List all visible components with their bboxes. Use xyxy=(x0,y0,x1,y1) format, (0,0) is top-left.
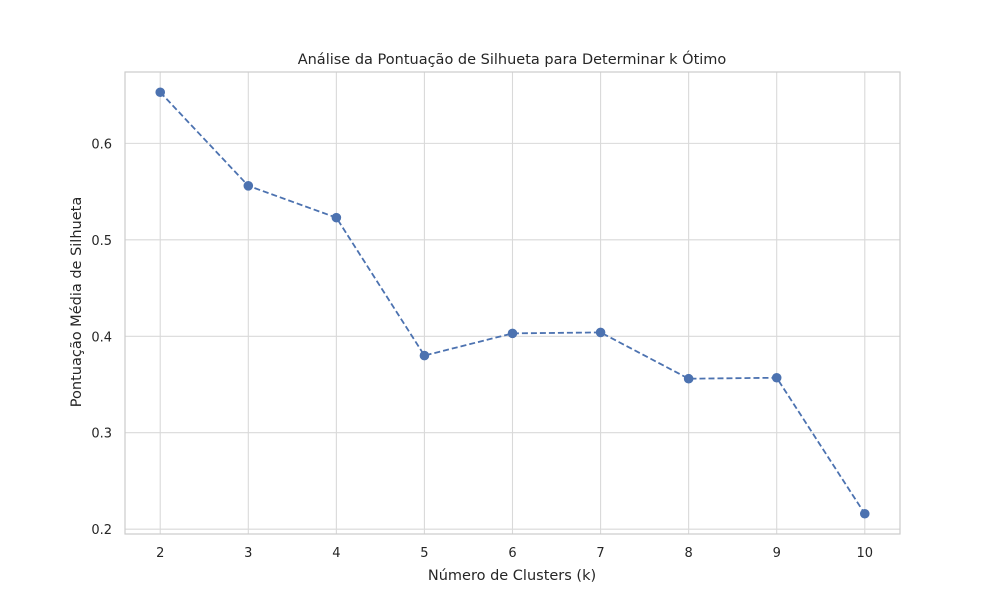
x-tick-label: 6 xyxy=(508,546,516,561)
x-tick-label: 10 xyxy=(856,546,873,561)
data-point xyxy=(683,373,694,384)
data-point xyxy=(507,328,518,339)
y-axis-label: Pontuação Média de Silhueta xyxy=(69,197,85,407)
data-point xyxy=(331,212,342,223)
x-axis-ticks: 2 3 4 5 6 7 8 9 10 xyxy=(156,546,873,561)
grid xyxy=(125,72,900,534)
x-tick-label: 9 xyxy=(773,546,781,561)
x-axis-label: Número de Clusters (k) xyxy=(428,568,596,584)
data-point xyxy=(419,350,430,361)
x-tick-label: 7 xyxy=(596,546,604,561)
y-axis-ticks: 0.2 0.3 0.4 0.5 0.6 xyxy=(91,137,112,538)
x-tick-label: 2 xyxy=(156,546,164,561)
chart-title: Análise da Pontuação de Silhueta para De… xyxy=(298,50,727,68)
data-point xyxy=(243,181,254,191)
y-tick-label: 0.4 xyxy=(91,330,112,345)
x-tick-label: 4 xyxy=(332,546,340,561)
x-tick-label: 8 xyxy=(684,546,692,561)
series-line xyxy=(159,91,866,515)
y-tick-label: 0.3 xyxy=(91,427,112,442)
x-tick-label: 5 xyxy=(420,546,428,561)
data-series xyxy=(155,87,870,519)
data-point xyxy=(859,508,870,519)
plot-area xyxy=(124,71,901,535)
y-tick-label: 0.5 xyxy=(91,234,112,249)
y-tick-label: 0.2 xyxy=(91,523,112,538)
y-tick-label: 0.6 xyxy=(91,137,112,152)
data-point xyxy=(595,327,606,338)
data-point xyxy=(771,372,782,383)
x-tick-label: 3 xyxy=(244,546,252,561)
data-point xyxy=(155,87,166,98)
